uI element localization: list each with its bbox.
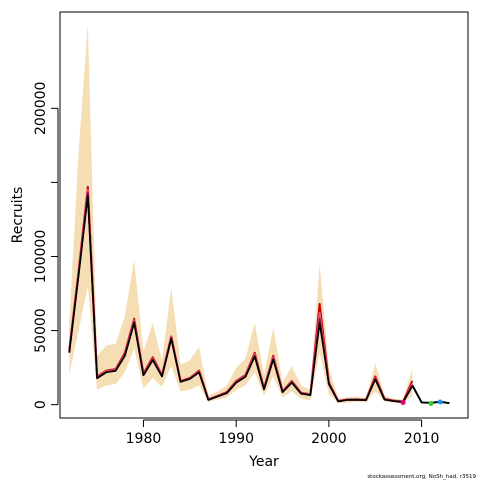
y-axis-title: Recruits	[10, 187, 26, 244]
tail-line	[411, 384, 450, 405]
credit-text: stockassessment.org, NoSh_had, r3519	[367, 474, 476, 480]
y-tick-label: 50000	[33, 308, 49, 353]
marker-point	[437, 399, 443, 405]
x-tick-label: 2000	[311, 431, 347, 447]
series-layer	[68, 185, 450, 405]
x-tick-label: 1990	[218, 431, 254, 447]
y-tick-label: 100000	[33, 230, 49, 283]
x-tick-label: 1980	[126, 431, 162, 447]
y-tick-label: 200000	[33, 82, 49, 135]
confidence-band-layer	[69, 23, 413, 404]
series-line-4	[68, 194, 414, 403]
marker-point	[428, 400, 434, 406]
x-tick-label: 2010	[404, 431, 440, 447]
marker-point	[400, 399, 406, 405]
y-axis: 0 50000 100000 200000	[33, 82, 59, 409]
y-tick-label: 0	[33, 400, 49, 409]
x-axis-title: Year	[248, 454, 279, 470]
x-axis: 1980 1990 2000 2010	[126, 419, 440, 447]
marker-layer	[400, 399, 443, 406]
confidence-band	[69, 23, 413, 404]
plot-frame	[59, 11, 469, 419]
